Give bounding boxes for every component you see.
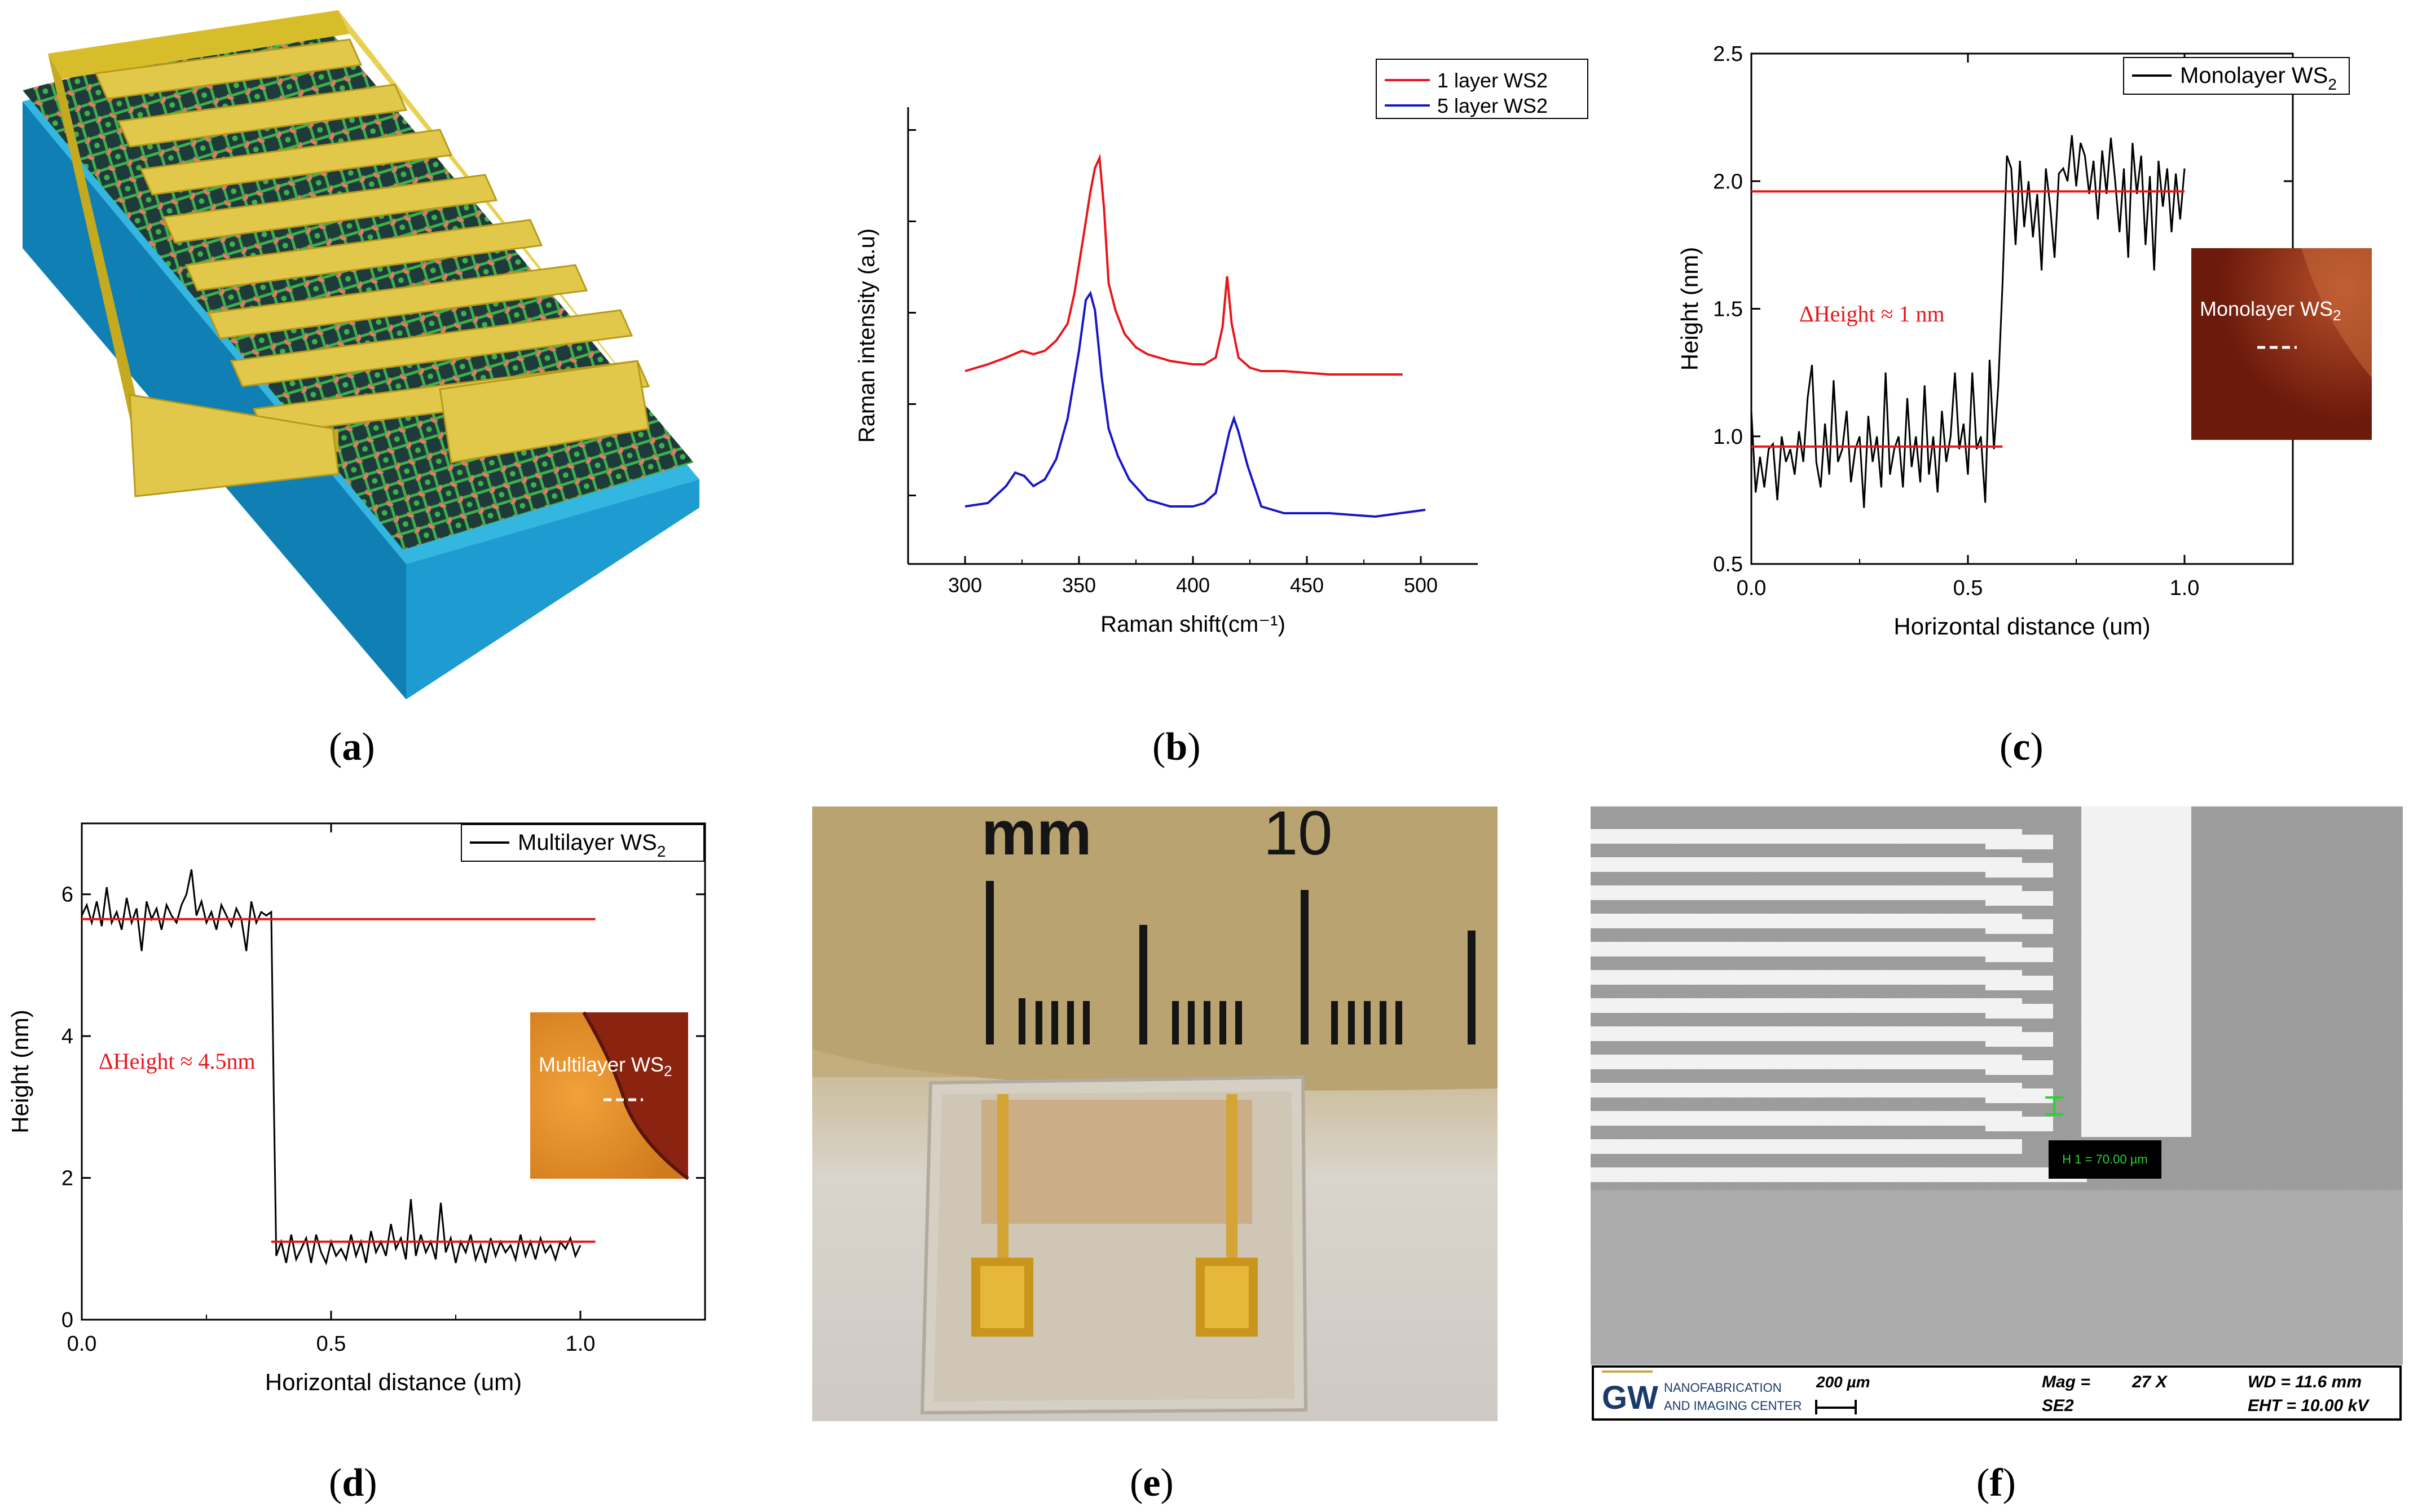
y-axis-label: Raman intensity (a.u) xyxy=(855,228,879,443)
legend-label-sub: 2 xyxy=(657,843,666,860)
panel-c: 0.0 0.5 1.0 0.5 1.0 1.5 2.0 2.5 Horizontal dista… xyxy=(1647,28,2403,665)
sem-measure-box xyxy=(2049,1140,2161,1179)
series-line-1 xyxy=(965,153,1403,376)
x-tick-label: 0.0 xyxy=(1737,576,1767,600)
panel-a xyxy=(0,0,733,750)
sem-mag-value: 27 X xyxy=(2131,1373,2168,1391)
interdigitated-electrodes xyxy=(48,10,650,497)
sem-eht: EHT = 10.00 kV xyxy=(2248,1396,2370,1415)
x-tick-label: 0.0 xyxy=(67,1332,97,1356)
panel-d: 0.0 0.5 1.0 0 2 4 6 Horizontal distance (um) Hei… xyxy=(0,801,733,1421)
series-line-2 xyxy=(965,290,1426,518)
y-tick-label: 2.5 xyxy=(1713,42,1743,66)
gold-electrodes xyxy=(971,1094,1258,1337)
y-tick-label: 2.0 xyxy=(1713,170,1743,193)
sem-detector: SE2 xyxy=(2042,1396,2074,1415)
y-axis-label: Height (nm) xyxy=(7,1010,33,1133)
y-tick-label: 1.0 xyxy=(1713,425,1743,449)
y-tick-label: 6 xyxy=(61,883,73,907)
sem-center-name-2: AND IMAGING CENTER xyxy=(1664,1399,1802,1413)
sem-wd: WD = 11.6 mm xyxy=(2248,1373,2362,1391)
inset-label-sub: 2 xyxy=(2333,307,2341,324)
y-tick-label: 4 xyxy=(61,1025,73,1048)
sem-measure-marker xyxy=(2045,1096,2063,1116)
sem-image: H 1 = 70.00 µm GW NANOFABRICATION AND IM… xyxy=(1591,806,2403,1421)
x-axis-label: Raman shift(cm⁻¹) xyxy=(1100,612,1285,637)
legend-label-sub: 2 xyxy=(2328,76,2337,93)
x-tick-label: 1.0 xyxy=(566,1332,596,1356)
y-tick-label: 0 xyxy=(61,1308,73,1332)
delta-height-annotation: ΔHeight ≈ 4.5nm xyxy=(99,1048,256,1074)
sem-bus-bar xyxy=(2081,806,2191,1137)
y-axis-label: Height (nm) xyxy=(1676,247,1703,371)
sem-measure-text: H 1 = 70.00 µm xyxy=(2062,1152,2147,1166)
sem-electrode-fingers xyxy=(1591,806,2191,1182)
panel-f: H 1 = 70.00 µm GW NANOFABRICATION AND IM… xyxy=(1591,806,2403,1421)
inset-label: Monolayer WS2 xyxy=(2200,297,2341,324)
y-tick-label: 0.5 xyxy=(1713,553,1743,576)
sem-scale-label: 200 µm xyxy=(1816,1373,1870,1391)
caption-e: (e) xyxy=(1130,1461,1174,1505)
ws2-film xyxy=(981,1100,1252,1224)
y-tick-label: 2 xyxy=(61,1167,73,1191)
ruler-unit-label: mm xyxy=(981,806,1092,868)
sem-info-bar xyxy=(1591,1365,2403,1421)
sem-scale-bar xyxy=(1815,1400,1857,1414)
plot-frame xyxy=(81,822,706,1321)
legend: Multilayer WS2 xyxy=(461,824,704,862)
x-tick-label: 0.5 xyxy=(1953,576,1983,600)
x-tick-label: 400 xyxy=(1176,574,1210,597)
device-photo: mm 10 xyxy=(812,806,1498,1421)
inset-label: Multilayer WS2 xyxy=(539,1053,672,1079)
legend-label-2: 5 layer WS2 xyxy=(1437,94,1548,117)
caption-a: (a) xyxy=(329,725,375,769)
x-tick-label: 350 xyxy=(1062,574,1096,597)
caption-d: (d) xyxy=(329,1461,377,1505)
ruler-ticks xyxy=(986,881,1476,1044)
afm-multilayer-chart: 0.0 0.5 1.0 0 2 4 6 Horizontal distance (um) Hei… xyxy=(7,822,706,1395)
inset-label-sub: 2 xyxy=(664,1063,672,1079)
legend: Monolayer WS2 xyxy=(2123,57,2350,95)
ruler-mark-label: 10 xyxy=(1263,806,1332,868)
x-tick-label: 0.5 xyxy=(316,1332,346,1356)
caption-f: (f) xyxy=(1976,1461,2016,1505)
x-axis-label: Horizontal distance (um) xyxy=(265,1369,522,1395)
x-tick-label: 300 xyxy=(948,574,982,597)
sem-center-name-1: NANOFABRICATION xyxy=(1664,1381,1782,1395)
caption-b: (b) xyxy=(1152,725,1201,769)
profile-line xyxy=(81,869,582,1266)
sem-mag-label: Mag = xyxy=(2042,1373,2090,1391)
x-tick-label: 450 xyxy=(1290,574,1324,597)
x-axis-label: Horizontal distance (um) xyxy=(1893,613,2150,640)
profile-line xyxy=(1750,135,2186,508)
afm-inset-image: Monolayer WS2 xyxy=(2191,248,2372,440)
legend-label-1: 1 layer WS2 xyxy=(1437,69,1548,92)
x-tick-label: 1.0 xyxy=(2170,576,2200,600)
panel-b: 300 350 400 450 500 Raman shift(cm⁻¹) Raman in… xyxy=(846,45,1608,665)
caption-c: (c) xyxy=(2000,725,2044,769)
delta-height-annotation: ΔHeight ≈ 1 nm xyxy=(1799,301,1945,327)
y-tick-label: 1.5 xyxy=(1713,298,1743,321)
x-tick-label: 500 xyxy=(1404,574,1438,597)
sem-logo: GW xyxy=(1602,1379,1658,1416)
device-3d-illustration xyxy=(23,10,699,699)
panel-e: mm 10 xyxy=(812,806,1498,1421)
legend-box xyxy=(1376,59,1588,119)
afm-inset-image: Multilayer WS2 xyxy=(530,1011,689,1180)
raman-chart: 300 350 400 450 500 Raman shift(cm⁻¹) Raman in… xyxy=(855,59,1588,637)
